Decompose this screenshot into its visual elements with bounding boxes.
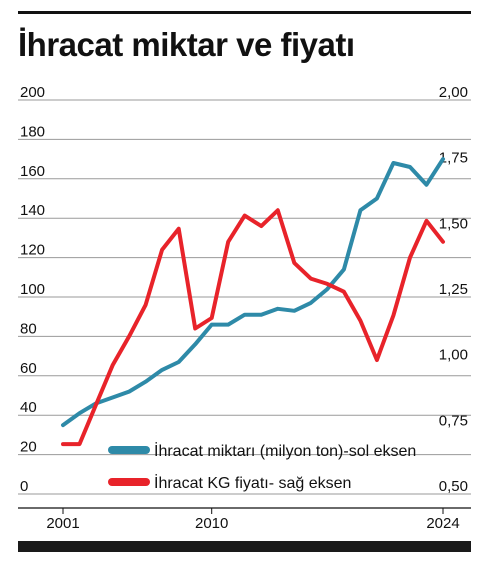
right-tick-label: 0,50 (439, 478, 468, 495)
right-tick-label: 1,75 (439, 150, 468, 167)
left-tick-label: 80 (20, 320, 37, 337)
legend-label: İhracat miktarı (milyon ton)-sol eksen (154, 441, 416, 460)
x-tick-label: 2024 (426, 515, 459, 532)
chart-title: İhracat miktar ve fiyatı (18, 26, 355, 63)
right-tick-label: 1,25 (439, 281, 468, 298)
left-tick-label: 140 (20, 202, 45, 219)
left-tick-label: 160 (20, 163, 45, 180)
bottom-bar (18, 541, 471, 552)
x-tick-label: 2001 (46, 515, 79, 532)
left-axis: 0 20 40 60 80 100 120 140 160 180 200 (20, 84, 45, 495)
right-tick-label: 1,50 (439, 215, 468, 232)
right-tick-label: 0,75 (439, 412, 468, 429)
x-tick-label: 2010 (195, 515, 228, 532)
series-lines (61, 157, 445, 447)
right-tick-label: 1,00 (439, 347, 468, 364)
right-axis: 0,50 0,75 1,00 1,25 1,50 1,75 2,00 (439, 84, 468, 495)
top-rule (18, 11, 471, 14)
series-line-2 (61, 208, 445, 447)
series-line-1 (61, 157, 445, 428)
legend: İhracat miktarı (milyon ton)-sol eksen İh… (108, 441, 416, 492)
left-tick-label: 60 (20, 360, 37, 377)
legend-label: İhracat KG fiyatı- sağ eksen (154, 473, 351, 492)
right-tick-label: 2,00 (439, 84, 468, 101)
x-axis: 2001 2010 2024 (46, 508, 460, 532)
left-tick-label: 0 (20, 478, 28, 495)
left-tick-label: 200 (20, 84, 45, 101)
left-tick-label: 100 (20, 281, 45, 298)
left-tick-label: 20 (20, 439, 37, 456)
left-tick-label: 40 (20, 399, 37, 416)
left-tick-label: 180 (20, 123, 45, 140)
left-tick-label: 120 (20, 242, 45, 259)
